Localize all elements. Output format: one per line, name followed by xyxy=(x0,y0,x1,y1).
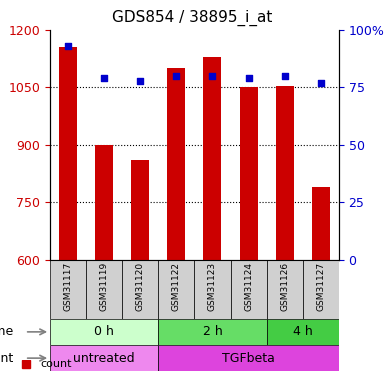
Point xyxy=(281,73,288,79)
Text: TGFbeta: TGFbeta xyxy=(222,352,275,364)
Text: untreated: untreated xyxy=(74,352,135,364)
FancyBboxPatch shape xyxy=(194,260,231,319)
FancyBboxPatch shape xyxy=(303,260,339,319)
FancyBboxPatch shape xyxy=(86,260,122,319)
Text: 4 h: 4 h xyxy=(293,326,313,338)
Bar xyxy=(312,187,330,260)
FancyBboxPatch shape xyxy=(266,319,339,345)
Text: GSM31127: GSM31127 xyxy=(316,262,325,311)
FancyBboxPatch shape xyxy=(158,260,194,319)
Text: 2 h: 2 h xyxy=(203,326,223,338)
Text: GDS854 / 38895_i_at: GDS854 / 38895_i_at xyxy=(112,9,273,26)
Text: 0 h: 0 h xyxy=(94,326,114,338)
Point xyxy=(173,73,179,79)
Text: GSM31122: GSM31122 xyxy=(172,262,181,311)
FancyBboxPatch shape xyxy=(266,260,303,319)
Bar xyxy=(59,47,77,260)
Point xyxy=(246,75,252,81)
Text: GSM31117: GSM31117 xyxy=(64,262,73,311)
Point xyxy=(101,75,107,81)
Bar xyxy=(239,87,258,260)
Point xyxy=(209,73,216,79)
FancyBboxPatch shape xyxy=(158,345,339,371)
Bar xyxy=(95,145,113,260)
Point xyxy=(137,78,143,84)
Text: time: time xyxy=(0,326,14,338)
Bar xyxy=(203,57,221,260)
Text: GSM31124: GSM31124 xyxy=(244,262,253,311)
FancyBboxPatch shape xyxy=(122,260,158,319)
Text: count: count xyxy=(40,359,72,369)
FancyBboxPatch shape xyxy=(50,345,158,371)
Text: GSM31120: GSM31120 xyxy=(136,262,145,311)
Point xyxy=(318,80,324,86)
Text: GSM31126: GSM31126 xyxy=(280,262,289,311)
Text: GSM31119: GSM31119 xyxy=(100,262,109,311)
Text: agent: agent xyxy=(0,352,14,364)
Bar xyxy=(131,160,149,260)
FancyBboxPatch shape xyxy=(50,319,158,345)
FancyBboxPatch shape xyxy=(231,260,266,319)
FancyBboxPatch shape xyxy=(158,319,266,345)
FancyBboxPatch shape xyxy=(50,260,86,319)
Text: GSM31123: GSM31123 xyxy=(208,262,217,311)
Bar xyxy=(167,68,186,260)
Point xyxy=(65,43,71,49)
Bar xyxy=(276,86,294,260)
